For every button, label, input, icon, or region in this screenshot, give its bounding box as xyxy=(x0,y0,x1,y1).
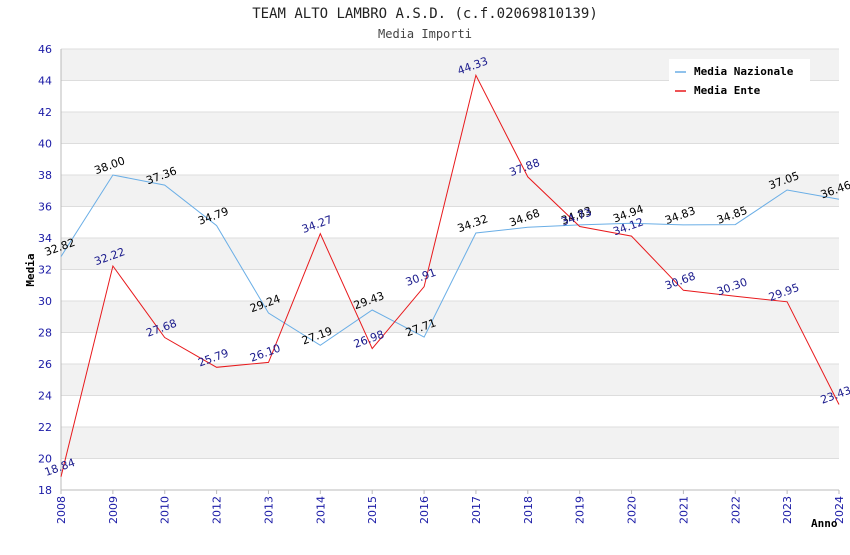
y-tick-label: 38 xyxy=(38,169,52,182)
y-tick-label: 20 xyxy=(38,453,52,466)
x-tick-label: 2021 xyxy=(677,496,690,524)
x-tick-label: 2018 xyxy=(522,496,535,524)
chart-title: TEAM ALTO LAMBRO A.S.D. (c.f.02069810139… xyxy=(252,6,598,22)
grid-band xyxy=(61,301,839,333)
legend-box xyxy=(669,59,810,101)
background-bands xyxy=(61,49,839,490)
axes xyxy=(60,49,839,491)
series-line-media-ente xyxy=(60,73,840,477)
legend: Media Nazionale Media Ente xyxy=(669,59,810,101)
y-tick-label: 22 xyxy=(38,421,52,434)
grid-band xyxy=(61,238,839,270)
grid-band xyxy=(61,143,839,175)
chart-subtitle: Media Importi xyxy=(378,27,472,41)
y-tick-label: 18 xyxy=(38,484,52,497)
x-tick-label: 2017 xyxy=(470,496,483,524)
y-tick-label: 42 xyxy=(38,106,52,119)
x-tick-label: 2010 xyxy=(159,496,172,524)
x-axis-ticks: 2008 2009 2010 2012 2013 2014 2015 2016 2017 2018… xyxy=(55,490,846,524)
legend-label-media-nazionale: Media Nazionale xyxy=(694,65,794,78)
x-tick-label: 2014 xyxy=(314,496,327,524)
grid-band xyxy=(61,364,839,396)
grid-band xyxy=(61,427,839,459)
legend-label-media-ente: Media Ente xyxy=(694,84,761,97)
y-tick-label: 24 xyxy=(38,390,52,403)
y-tick-label: 30 xyxy=(38,295,52,308)
grid-band xyxy=(61,395,839,427)
grid-lines xyxy=(61,48,839,491)
x-tick-label: 2016 xyxy=(418,496,431,524)
x-tick-label: 2020 xyxy=(626,496,639,524)
series-line-media-nazionale xyxy=(60,174,840,346)
y-tick-label: 34 xyxy=(38,232,52,245)
y-tick-label: 40 xyxy=(38,138,52,151)
grid-band xyxy=(61,458,839,490)
grid-band xyxy=(61,332,839,364)
series-lines xyxy=(60,73,840,477)
y-axis-ticks: 18 20 22 24 26 28 30 32 34 36 38 40 42 44 46 xyxy=(38,43,52,497)
x-tick-label: 2023 xyxy=(781,496,794,524)
x-tick-label: 2009 xyxy=(107,496,120,524)
y-tick-label: 28 xyxy=(38,327,52,340)
x-tick-label: 2019 xyxy=(574,496,587,524)
grid-band xyxy=(61,112,839,144)
x-tick-label: 2015 xyxy=(366,496,379,524)
y-tick-label: 44 xyxy=(38,75,52,88)
y-tick-label: 32 xyxy=(38,264,52,277)
x-axis-label: Anno xyxy=(811,517,838,530)
y-tick-label: 46 xyxy=(38,43,52,56)
x-tick-label: 2022 xyxy=(729,496,742,524)
y-tick-label: 36 xyxy=(38,201,52,214)
x-tick-label: 2013 xyxy=(262,496,275,524)
y-axis-label: Media xyxy=(24,253,37,286)
grid-band xyxy=(61,206,839,238)
y-tick-label: 26 xyxy=(38,358,52,371)
x-tick-label: 2008 xyxy=(55,496,68,524)
x-tick-label: 2012 xyxy=(211,496,224,524)
x-tick-label: 2024 xyxy=(833,496,846,524)
